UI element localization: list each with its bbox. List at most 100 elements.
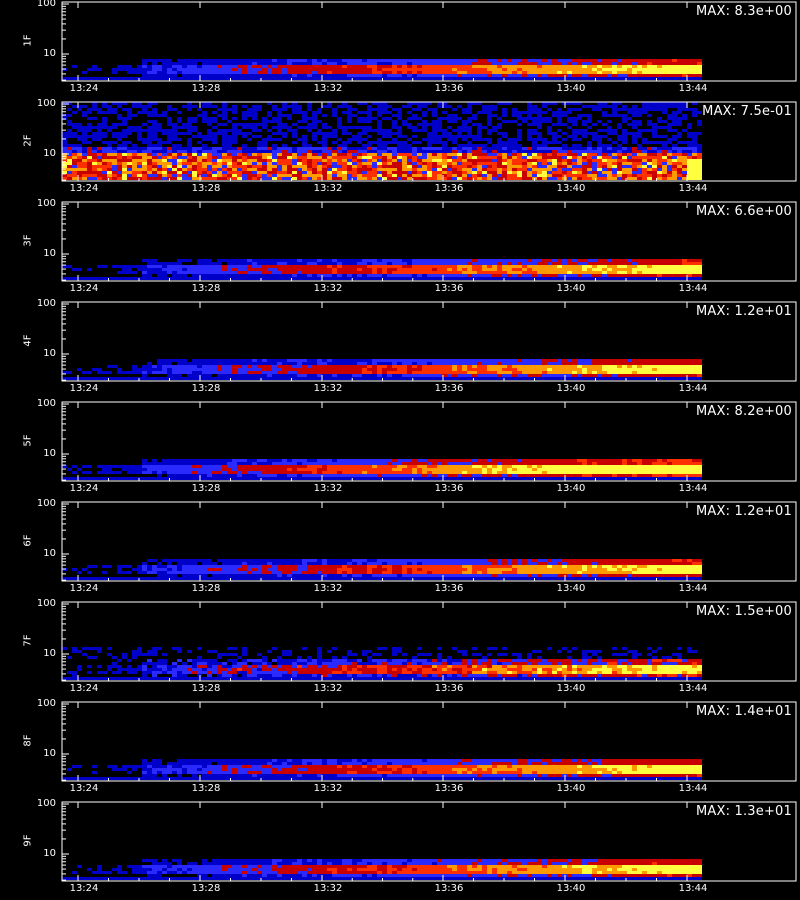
heatmap-cell (537, 71, 542, 74)
heatmap-cell (252, 111, 257, 114)
heatmap-cell (407, 150, 412, 153)
heatmap-cell (437, 277, 442, 280)
heatmap-cell (377, 165, 382, 168)
heatmap-cell (102, 271, 107, 274)
heatmap-cell (347, 108, 352, 111)
heatmap-cell (392, 141, 397, 144)
heatmap-cell (592, 265, 597, 268)
heatmap-cell (452, 368, 457, 371)
heatmap-cell (467, 74, 472, 77)
heatmap-cell (317, 362, 322, 365)
heatmap-cell (447, 377, 452, 380)
heatmap-cell (317, 150, 322, 153)
heatmap-cell (117, 117, 122, 120)
heatmap-cell (272, 147, 277, 150)
heatmap-cell (662, 108, 667, 111)
heatmap-cell (142, 105, 147, 108)
heatmap-cell (87, 147, 92, 150)
heatmap-cell (72, 144, 77, 147)
heatmap-cell (622, 59, 627, 62)
heatmap-cell (377, 105, 382, 108)
heatmap-cell (337, 365, 342, 368)
heatmap-cell (627, 117, 632, 120)
heatmap-cell (122, 102, 127, 105)
heatmap-cell (152, 153, 157, 156)
heatmap-cell (102, 150, 107, 153)
heatmap-cell (362, 377, 367, 380)
heatmap-cell (422, 171, 427, 174)
heatmap-cell (372, 117, 377, 120)
heatmap-cell (302, 77, 307, 80)
heatmap-cell (572, 259, 577, 262)
heatmap-cell (207, 135, 212, 138)
heatmap-cell (592, 156, 597, 159)
heatmap-cell (577, 156, 582, 159)
heatmap-cell (177, 65, 182, 68)
heatmap-cell (382, 65, 387, 68)
heatmap-cell (282, 126, 287, 129)
heatmap-cell (287, 365, 292, 368)
heatmap-cell (137, 68, 142, 71)
heatmap-cell (92, 362, 97, 365)
heatmap-cell (537, 271, 542, 274)
heatmap-cell (687, 171, 692, 174)
heatmap-cell (677, 259, 682, 262)
heatmap-cell (227, 274, 232, 277)
heatmap-cell (177, 268, 182, 271)
heatmap-cell (547, 156, 552, 159)
heatmap-cell (302, 259, 307, 262)
heatmap-cell (167, 274, 172, 277)
heatmap-cell (442, 368, 447, 371)
heatmap-cell (92, 150, 97, 153)
heatmap-cell (322, 74, 327, 77)
heatmap-cell (487, 177, 492, 180)
heatmap-cell (222, 62, 227, 65)
heatmap-cell (692, 111, 697, 114)
heatmap-cell (397, 271, 402, 274)
heatmap-cell (467, 65, 472, 68)
heatmap-cell (507, 141, 512, 144)
heatmap-cell (407, 74, 412, 77)
heatmap-cell (172, 371, 177, 374)
heatmap-cell (532, 265, 537, 268)
heatmap-cell (367, 147, 372, 150)
heatmap-cell (522, 177, 527, 180)
heatmap-cell (537, 138, 542, 141)
heatmap-cell (502, 265, 507, 268)
heatmap-cell (87, 135, 92, 138)
heatmap-cell (592, 62, 597, 65)
heatmap-cell (527, 65, 532, 68)
heatmap-cell (657, 141, 662, 144)
heatmap-cell (397, 277, 402, 280)
heatmap-cell (632, 147, 637, 150)
heatmap-cell (237, 374, 242, 377)
heatmap-cell (102, 377, 107, 380)
heatmap-cell (252, 171, 257, 174)
heatmap-cell (682, 141, 687, 144)
heatmap-cell (467, 144, 472, 147)
heatmap-cell (127, 368, 132, 371)
heatmap-cell (642, 159, 647, 162)
heatmap-cell (132, 262, 137, 265)
heatmap-cell (517, 265, 522, 268)
heatmap-cell (377, 377, 382, 380)
heatmap-cell (347, 77, 352, 80)
heatmap-cell (62, 74, 67, 77)
heatmap-cell (97, 74, 102, 77)
heatmap-cell (647, 156, 652, 159)
heatmap-cell (592, 147, 597, 150)
heatmap-cell (677, 277, 682, 280)
heatmap-cell (352, 374, 357, 377)
heatmap-cell (357, 277, 362, 280)
heatmap-cell (172, 147, 177, 150)
heatmap-cell (157, 71, 162, 74)
heatmap-cell (597, 102, 602, 105)
heatmap-cell (382, 274, 387, 277)
heatmap-cell (382, 153, 387, 156)
heatmap-cell (207, 277, 212, 280)
heatmap-cell (497, 165, 502, 168)
heatmap-cell (207, 120, 212, 123)
heatmap-cell (367, 268, 372, 271)
heatmap-cell (232, 147, 237, 150)
heatmap-cell (122, 147, 127, 150)
